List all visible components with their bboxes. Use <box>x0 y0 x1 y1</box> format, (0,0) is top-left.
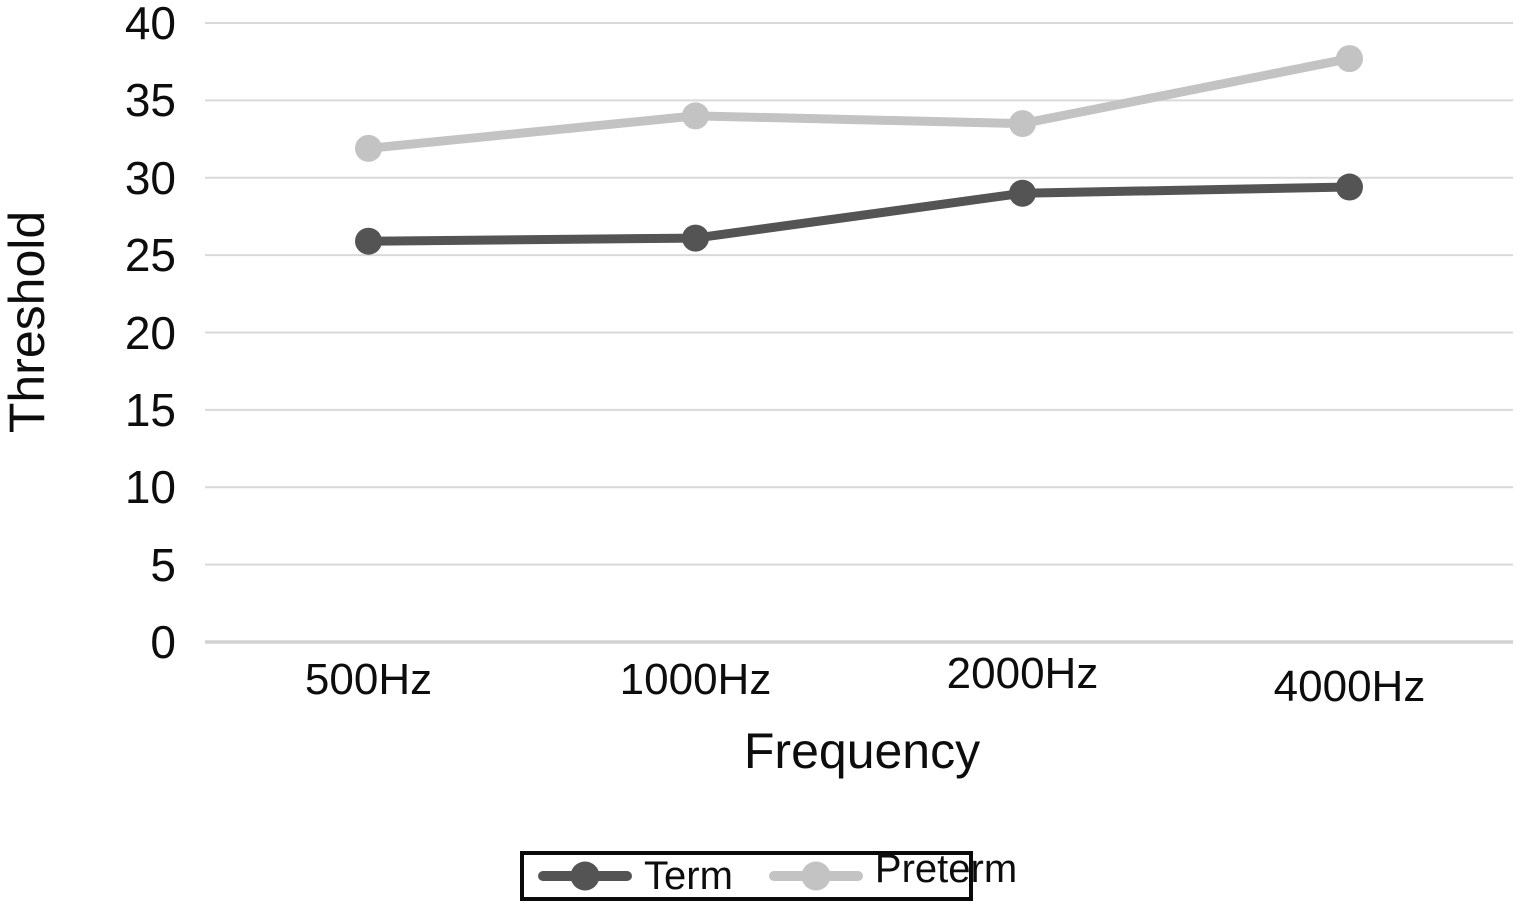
legend: Term Preterm <box>520 849 1017 901</box>
data-point-marker-preterm <box>682 102 709 130</box>
x-tick-label: 1000Hz <box>619 655 772 704</box>
legend-item-term: Term <box>538 856 733 896</box>
y-tick-label: 25 <box>124 229 176 282</box>
data-point-marker-term <box>682 224 709 252</box>
y-axis-title: Threshold <box>0 210 55 434</box>
legend-marker-dot-term <box>570 861 600 891</box>
x-tick-label: 2000Hz <box>946 649 1099 698</box>
legend-marker-dot-preterm <box>801 861 831 891</box>
y-tick-label: 10 <box>124 461 176 514</box>
legend-line-swatch-term <box>538 861 632 891</box>
y-tick-label: 0 <box>150 616 176 668</box>
data-point-marker-preterm <box>1009 110 1036 138</box>
x-axis-title: Frequency <box>743 723 981 779</box>
y-tick-label: 20 <box>124 306 176 359</box>
data-point-marker-term <box>1336 173 1363 201</box>
data-point-marker-preterm <box>355 134 382 162</box>
data-point-marker-term <box>355 227 382 255</box>
x-tick-label: 500Hz <box>304 655 433 704</box>
y-tick-label: 30 <box>124 151 176 204</box>
series-line-preterm <box>364 54 1354 153</box>
series-line-term <box>364 182 1354 246</box>
data-point-marker-preterm <box>1336 45 1363 73</box>
legend-line-swatch-preterm <box>768 861 863 891</box>
x-tick-label: 4000Hz <box>1273 662 1426 711</box>
legend-label-preterm: Preterm <box>874 847 1018 891</box>
plot-area <box>205 22 1513 644</box>
legend-label-term: Term <box>644 854 733 898</box>
data-point-marker-term <box>1009 179 1036 207</box>
y-tick-label: 40 <box>124 0 176 49</box>
y-tick-label: 5 <box>150 538 176 591</box>
y-tick-label: 35 <box>124 74 176 127</box>
y-tick-label: 15 <box>124 383 176 436</box>
legend-item-preterm: Preterm <box>768 849 1017 896</box>
